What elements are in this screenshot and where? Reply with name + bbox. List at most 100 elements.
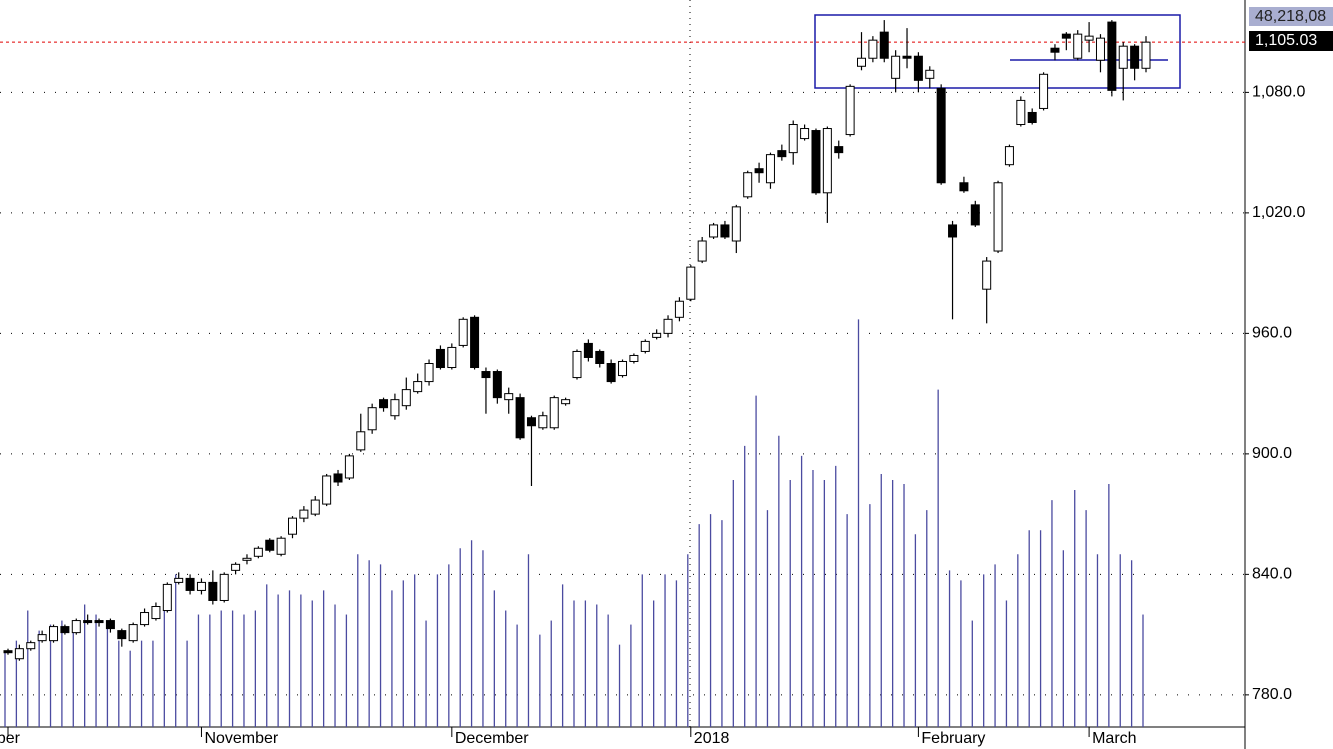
candle-body (765, 154, 775, 184)
candle-body (1141, 41, 1151, 69)
candle-body (162, 583, 172, 612)
candle-body (151, 606, 161, 620)
candle-body (538, 415, 548, 429)
candle-body (413, 381, 423, 393)
candle-body (879, 31, 889, 59)
x-tick-label: March (1092, 730, 1136, 747)
candle-body (822, 128, 832, 194)
candle-body (1130, 45, 1140, 69)
x-tick-label: November (204, 730, 278, 747)
candle-body (71, 620, 81, 634)
x-tick-label: ber (0, 730, 21, 747)
candle-body (117, 630, 127, 640)
candle-body (140, 612, 150, 626)
candle-body (253, 547, 263, 557)
candle-body (595, 350, 605, 365)
last-price-box (1249, 31, 1333, 51)
candle-body (606, 363, 616, 383)
candle-body (424, 363, 434, 383)
candle-body (276, 537, 286, 555)
candle-body (379, 399, 389, 409)
candle-body (219, 573, 229, 601)
candle-body (1027, 111, 1037, 124)
x-tick-label: 2018 (694, 730, 730, 747)
candle-body (572, 350, 582, 379)
candle-body (652, 332, 662, 338)
volume-label-box (1249, 7, 1333, 26)
candle-body (970, 204, 980, 226)
candle-body (959, 182, 969, 192)
candle-body (344, 455, 354, 479)
candle-body (1107, 21, 1117, 91)
candle-body (674, 300, 684, 318)
candle-body (470, 316, 480, 369)
candle-body (196, 581, 206, 591)
candle-body (299, 509, 309, 519)
candle-body (37, 634, 47, 642)
candle-body (458, 318, 468, 346)
candle-body (447, 346, 457, 369)
candle-body (1039, 73, 1049, 109)
candle-body (1084, 35, 1094, 41)
candle-body (481, 371, 491, 379)
candle-body (310, 499, 320, 515)
candle-body (1073, 33, 1083, 59)
candle-body (777, 150, 787, 158)
x-tick-label: December (455, 730, 529, 747)
candle-body (549, 397, 559, 429)
candle-body (743, 172, 753, 198)
candle-body (390, 399, 400, 417)
candle-body (1095, 37, 1105, 61)
candle-body (1004, 146, 1014, 166)
volume-label: 48,218,08 (1255, 8, 1326, 25)
candle-body (891, 55, 901, 79)
candle-body (492, 371, 502, 399)
candle-body (26, 642, 36, 650)
candle-body (925, 69, 935, 79)
candle-body (105, 620, 115, 630)
candle-body (1118, 45, 1128, 69)
candle-body (845, 85, 855, 136)
candle-body (857, 57, 866, 67)
candle-body (1016, 99, 1026, 126)
candle-body (356, 431, 366, 451)
candle-body (868, 39, 878, 59)
y-tick-label: 900.0 (1252, 445, 1292, 462)
y-tick-label: 1,080.0 (1252, 84, 1305, 101)
candle-body (14, 648, 24, 660)
candle-body (231, 563, 241, 571)
last-price-label: 1,105.03 (1255, 32, 1317, 49)
candle-body (333, 473, 343, 483)
candle-body (401, 389, 411, 407)
candle-body (629, 354, 639, 362)
candle-body (435, 348, 445, 369)
candle-body (288, 517, 297, 535)
candle-body (720, 224, 730, 238)
candle-body (561, 399, 571, 405)
candle-body (686, 266, 696, 300)
candle-body (83, 620, 93, 624)
y-tick-label: 840.0 (1252, 566, 1292, 583)
candle-body (640, 340, 650, 352)
candle-body (993, 182, 1003, 252)
candle-body (49, 626, 59, 642)
y-tick-label: 1,020.0 (1252, 204, 1305, 221)
candle-body (128, 624, 138, 642)
candle-body (322, 475, 332, 505)
candle-body (948, 224, 958, 238)
candle-body (367, 407, 377, 431)
y-tick-label: 960.0 (1252, 325, 1292, 342)
candle-body (174, 577, 184, 583)
candle-body (811, 130, 821, 194)
y-tick-label: 780.0 (1252, 686, 1292, 703)
candle-body (663, 318, 673, 334)
candle-body (515, 397, 525, 439)
candle-body (913, 55, 923, 81)
candle-body (1050, 47, 1060, 53)
candle-body (982, 260, 992, 290)
candle-body (618, 360, 628, 377)
candle-body (788, 124, 798, 154)
candle-body (709, 224, 719, 238)
